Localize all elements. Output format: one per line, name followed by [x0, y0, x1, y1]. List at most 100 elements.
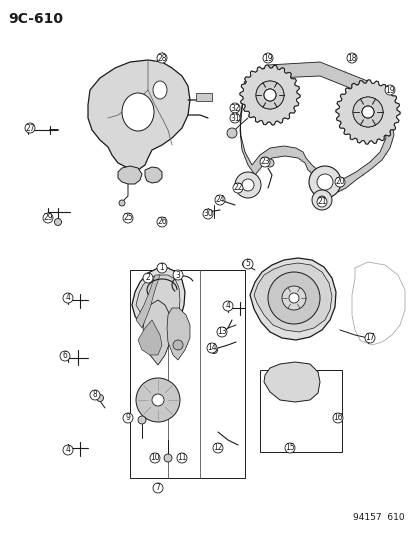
Circle shape [308, 166, 340, 198]
Text: 15: 15 [285, 443, 294, 453]
Text: 4: 4 [65, 446, 70, 455]
Text: 4: 4 [225, 302, 230, 311]
Circle shape [332, 413, 342, 423]
Circle shape [63, 445, 73, 455]
Text: 11: 11 [177, 454, 186, 463]
Circle shape [361, 106, 373, 118]
Circle shape [267, 272, 319, 324]
Circle shape [255, 81, 283, 109]
Circle shape [123, 413, 133, 423]
Circle shape [138, 416, 146, 424]
Text: 10: 10 [150, 454, 159, 463]
Polygon shape [136, 275, 159, 328]
Circle shape [255, 81, 283, 109]
Polygon shape [335, 80, 399, 144]
Circle shape [284, 443, 294, 453]
Bar [259, 370, 341, 452]
Circle shape [25, 123, 35, 133]
Text: 4: 4 [65, 294, 70, 303]
Text: 5: 5 [245, 260, 250, 269]
Text: 7: 7 [155, 483, 160, 492]
Circle shape [262, 53, 272, 63]
Circle shape [259, 157, 269, 167]
Circle shape [263, 89, 275, 101]
Polygon shape [138, 320, 161, 355]
Circle shape [119, 200, 125, 206]
Circle shape [202, 209, 212, 219]
Circle shape [266, 159, 273, 167]
Circle shape [216, 327, 226, 337]
Circle shape [43, 213, 53, 223]
Polygon shape [254, 263, 331, 332]
Circle shape [210, 346, 217, 353]
Text: 13: 13 [217, 327, 226, 336]
Circle shape [263, 89, 275, 101]
Text: 24: 24 [215, 196, 224, 205]
Text: 27: 27 [25, 124, 35, 133]
Circle shape [316, 197, 326, 207]
Polygon shape [335, 80, 399, 144]
Text: 2: 2 [145, 273, 150, 282]
Text: 3: 3 [175, 271, 180, 279]
Circle shape [226, 128, 236, 138]
Text: 28: 28 [157, 53, 166, 62]
Circle shape [153, 483, 163, 493]
Circle shape [150, 453, 159, 463]
Text: 29: 29 [43, 214, 53, 222]
Ellipse shape [153, 81, 166, 99]
Circle shape [311, 190, 331, 210]
Text: 12: 12 [213, 443, 222, 453]
Circle shape [352, 97, 382, 127]
Circle shape [177, 453, 187, 463]
Circle shape [288, 293, 298, 303]
Polygon shape [132, 268, 185, 332]
Text: 21: 21 [316, 198, 326, 206]
Text: 19: 19 [384, 85, 394, 94]
Bar [195, 93, 211, 101]
Circle shape [223, 301, 233, 311]
Circle shape [90, 390, 100, 400]
Text: 18: 18 [347, 53, 356, 62]
Circle shape [230, 113, 240, 123]
Polygon shape [118, 166, 142, 184]
Text: 17: 17 [364, 334, 374, 343]
Polygon shape [240, 62, 393, 192]
Text: 32: 32 [230, 103, 239, 112]
Circle shape [384, 85, 394, 95]
Polygon shape [145, 167, 161, 183]
Text: 1: 1 [159, 263, 164, 272]
Text: 23: 23 [259, 157, 269, 166]
Circle shape [214, 195, 224, 205]
Circle shape [206, 343, 216, 353]
Text: 6: 6 [62, 351, 67, 360]
Circle shape [142, 273, 153, 283]
Text: 26: 26 [157, 217, 166, 227]
Ellipse shape [122, 93, 154, 131]
Circle shape [235, 172, 260, 198]
Circle shape [361, 106, 373, 118]
Text: 9C-610: 9C-610 [8, 12, 63, 26]
Text: 16: 16 [332, 414, 342, 423]
Circle shape [60, 351, 70, 361]
Circle shape [317, 196, 325, 204]
Circle shape [173, 340, 183, 350]
Circle shape [352, 97, 382, 127]
Text: 30: 30 [203, 209, 212, 219]
Polygon shape [263, 362, 319, 402]
Circle shape [281, 286, 305, 310]
Text: 9: 9 [125, 414, 130, 423]
Circle shape [63, 293, 73, 303]
Polygon shape [142, 300, 171, 365]
Circle shape [152, 394, 164, 406]
Polygon shape [88, 60, 190, 170]
Circle shape [164, 454, 171, 462]
Circle shape [346, 53, 356, 63]
Text: 22: 22 [233, 183, 242, 192]
Circle shape [157, 53, 166, 63]
Polygon shape [136, 275, 180, 326]
Text: 94157  610: 94157 610 [353, 513, 404, 522]
Text: 8: 8 [93, 391, 97, 400]
Circle shape [334, 177, 344, 187]
Polygon shape [240, 65, 299, 125]
Circle shape [157, 263, 166, 273]
